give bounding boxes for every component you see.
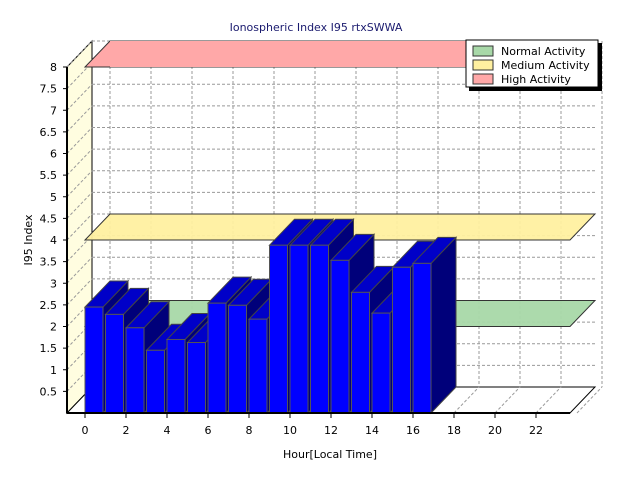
y-tick-label: 8 <box>50 61 57 74</box>
x-tick-label: 22 <box>529 424 543 437</box>
bar <box>351 291 370 414</box>
wall-gridline <box>66 278 93 306</box>
x-tick-label: 6 <box>205 424 212 437</box>
y-tick-label: 5.5 <box>40 169 58 182</box>
y-axis-label: I95 Index <box>22 214 35 266</box>
bar <box>207 302 227 414</box>
chart-title: Ionospheric Index I95 rtxSWWA <box>230 21 403 34</box>
legend-swatch <box>472 59 494 71</box>
x-tick-label: 18 <box>447 424 461 437</box>
x-tick-label: 4 <box>164 424 171 437</box>
wall-gridline <box>66 83 93 111</box>
y-tick-label: 0.5 <box>40 385 58 398</box>
bar <box>84 306 104 414</box>
wall-gridline <box>66 127 93 154</box>
wall-gridline <box>66 148 93 176</box>
wall-gridline <box>66 105 93 133</box>
wall-gridline <box>66 256 93 284</box>
wall-gridline <box>66 213 93 241</box>
y-tick-label: 7.5 <box>40 83 58 96</box>
bar <box>146 349 165 414</box>
bar <box>166 338 186 414</box>
y-tick-label: 4 <box>50 234 57 247</box>
y-tick-label: 2.5 <box>40 299 58 312</box>
x-tick-label: 14 <box>365 424 379 437</box>
x-tick-label: 20 <box>488 424 502 437</box>
x-tick-label: 2 <box>123 424 130 437</box>
bar <box>330 259 350 414</box>
y-tick-label: 5 <box>50 191 57 204</box>
x-tick-label: 10 <box>283 424 297 437</box>
floor-gridline <box>535 386 562 414</box>
x-tick-label: 16 <box>406 424 420 437</box>
floor-gridline <box>494 386 521 414</box>
x-tick-label: 8 <box>246 424 253 437</box>
legend-label: High Activity <box>501 73 571 86</box>
y-tick-label: 6 <box>50 148 57 161</box>
bar-side <box>430 236 457 415</box>
wall-gridline <box>66 40 93 68</box>
floor-gridline <box>576 386 603 414</box>
bar <box>392 266 411 414</box>
legend-swatch <box>472 45 494 57</box>
bar <box>125 327 145 414</box>
bar <box>310 244 329 414</box>
y-tick-label: 6.5 <box>40 126 58 139</box>
bar <box>105 313 124 414</box>
bar <box>269 244 288 414</box>
legend-swatch <box>472 73 494 85</box>
y-tick-label: 1 <box>50 364 57 377</box>
x-axis-label: Hour[Local Time] <box>283 448 377 461</box>
bar <box>187 342 206 414</box>
floor-gridline <box>453 386 480 414</box>
y-tick-label: 7 <box>50 104 57 117</box>
wall-gridline <box>66 170 93 198</box>
legend-label: Medium Activity <box>501 59 590 72</box>
legend-label: Normal Activity <box>501 45 586 58</box>
y-tick-label: 2 <box>50 321 57 334</box>
x-tick-label: 12 <box>324 424 338 437</box>
y-tick-label: 3.5 <box>40 256 58 269</box>
bar <box>289 244 309 414</box>
y-tick-label: 4.5 <box>40 212 58 225</box>
x-tick-label: 0 <box>82 424 89 437</box>
wall-gridline <box>66 192 93 219</box>
y-tick-label: 1.5 <box>40 342 58 355</box>
bar <box>412 262 432 414</box>
bar <box>248 318 268 414</box>
bar <box>228 304 247 414</box>
bar <box>371 312 391 414</box>
y-tick-label: 3 <box>50 277 57 290</box>
